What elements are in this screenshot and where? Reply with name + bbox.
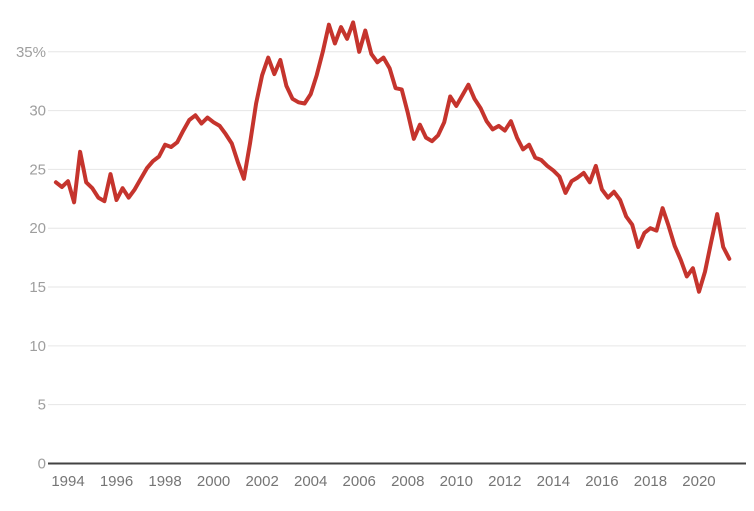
y-tick-label: 20: [29, 220, 46, 237]
y-tick-label: 30: [29, 103, 46, 120]
x-tick-label: 1998: [148, 473, 181, 490]
x-tick-label: 2008: [391, 473, 424, 490]
x-tick-label: 2020: [682, 473, 715, 490]
x-tick-label: 2000: [197, 473, 230, 490]
x-tick-label: 2012: [488, 473, 521, 490]
x-tick-label: 2016: [585, 473, 618, 490]
y-tick-label: 35%: [16, 44, 46, 61]
x-tick-label: 2018: [634, 473, 667, 490]
series-line[interactable]: [53, 20, 732, 294]
x-tick-label: 2004: [294, 473, 327, 490]
y-tick-label: 0: [38, 456, 46, 473]
x-tick-label: 2010: [440, 473, 473, 490]
x-tick-label: 2006: [343, 473, 376, 490]
x-tick-label: 2014: [537, 473, 570, 490]
y-tick-label: 25: [29, 161, 46, 178]
x-tick-label: 2002: [245, 473, 278, 490]
y-tick-label: 15: [29, 279, 46, 296]
y-tick-label: 10: [29, 338, 46, 355]
y-tick-label: 5: [38, 397, 46, 414]
x-tick-label: 1994: [51, 473, 84, 490]
x-tick-label: 1996: [100, 473, 133, 490]
